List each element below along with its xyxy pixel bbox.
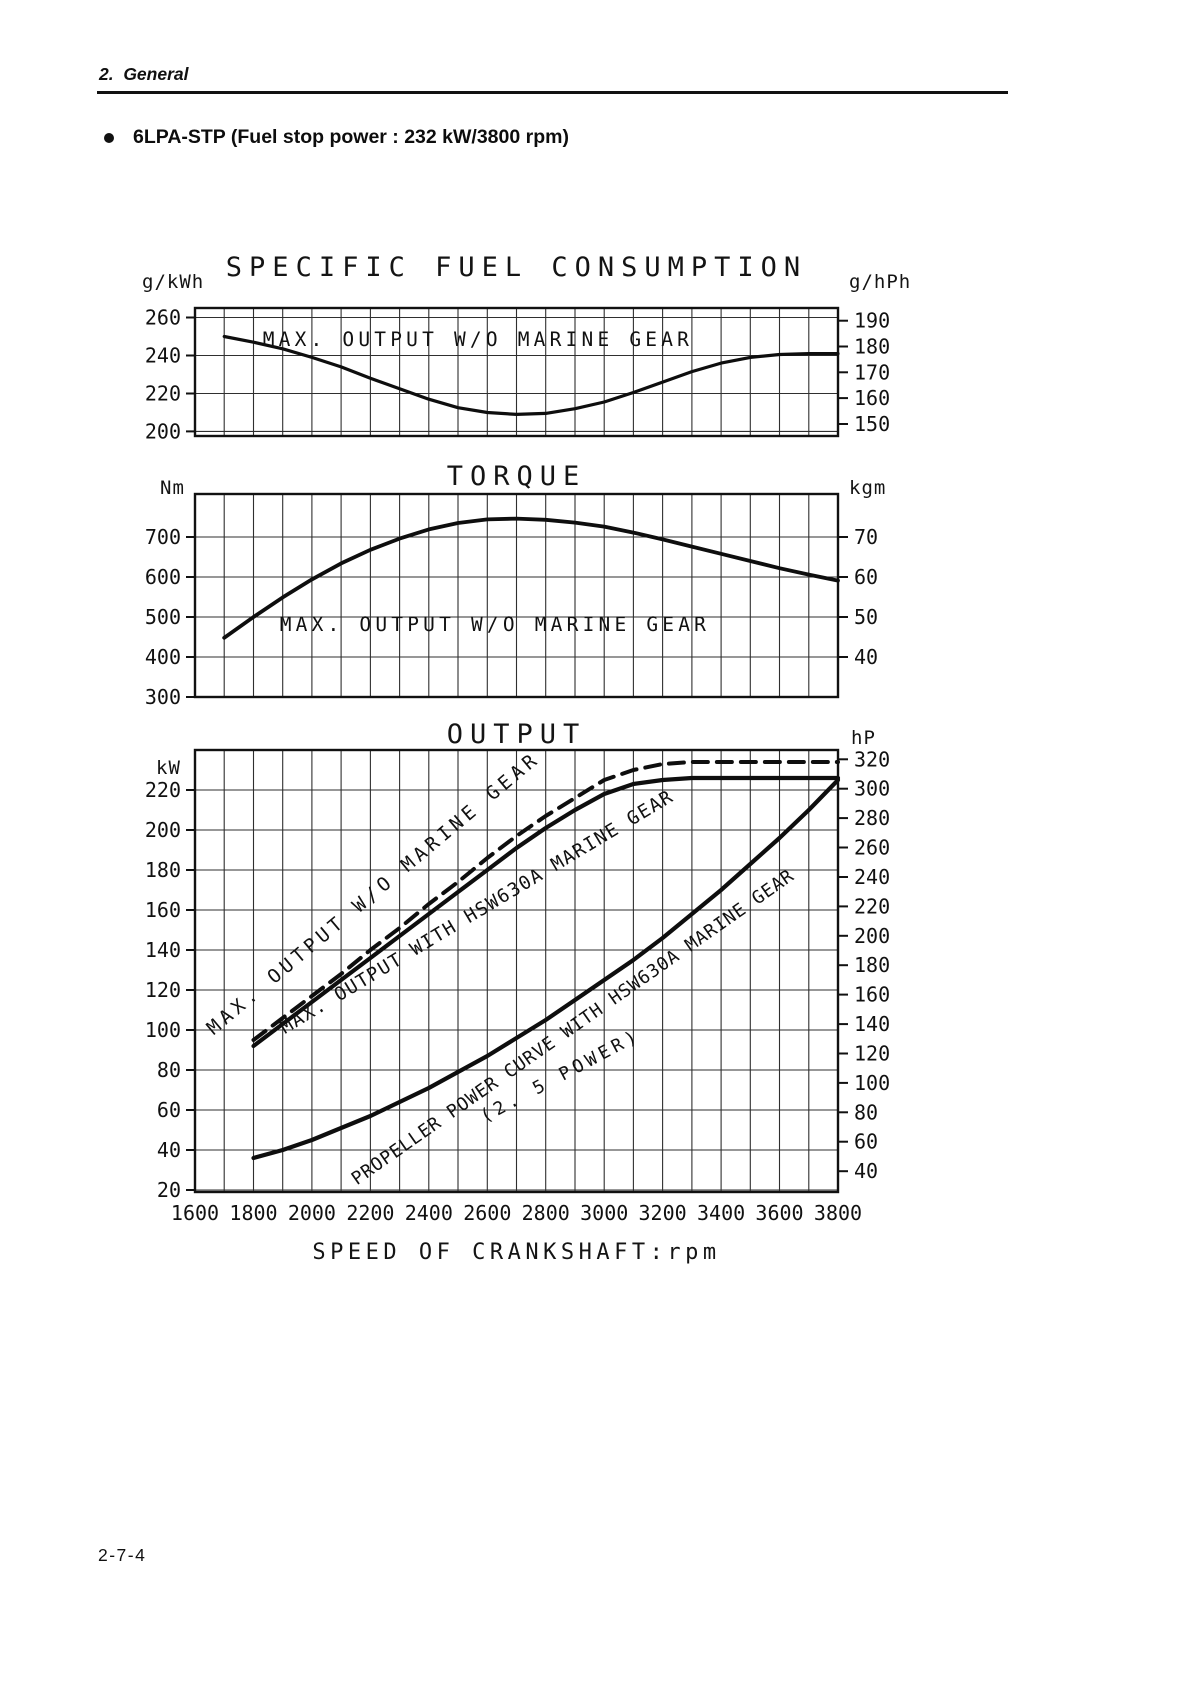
left-tick-label: 100: [145, 1018, 181, 1042]
output-right-axis-unit: hP: [851, 727, 876, 749]
right-tick-label: 300: [854, 777, 890, 801]
right-tick-label: 200: [854, 924, 890, 948]
left-tick-label: 500: [145, 605, 181, 629]
plot-border: [193, 492, 840, 699]
right-tick-label: 60: [854, 1130, 878, 1154]
left-tick-label: 20: [157, 1178, 181, 1202]
left-tick-label: 260: [145, 306, 181, 330]
series-propeller-power-curve-with-hsw630a-marine-gear-2-5-power-: [251, 777, 841, 1161]
torque-left-axis-unit: Nm: [160, 477, 185, 499]
x-tick-label: 3600: [755, 1201, 803, 1225]
x-tick-label: 2400: [405, 1201, 453, 1225]
section-header: 2. General: [99, 64, 189, 84]
engine-model-heading: 6LPA-STP (Fuel stop power : 232 kW/3800 …: [133, 126, 569, 148]
series-max-output-w-o-marine-gear: [222, 334, 840, 416]
torque-right-axis-unit: kgm: [849, 477, 887, 499]
chart-title-torque: TORQUE: [446, 461, 587, 492]
left-tick-label: 80: [157, 1058, 181, 1082]
right-tick-label: 80: [854, 1100, 878, 1124]
chart-torque: 700 600 500 400 300 70 60 50 40 MAX. OUTPUT W/O M…: [145, 492, 878, 709]
x-tick-label: 3800: [814, 1201, 862, 1225]
chart-output: 220 200 180 160 140 120 100 80 60 40 20 320 300 280 26…: [145, 747, 890, 1225]
x-tick-label: 2200: [346, 1201, 394, 1225]
plot-border: [193, 748, 840, 1194]
right-tick-label: 320: [854, 747, 890, 771]
right-tick-label: 70: [854, 525, 878, 549]
right-tick-label: 190: [854, 309, 890, 333]
sfc-left-axis-unit: g/kWh: [142, 271, 205, 293]
right-tick-label: 280: [854, 806, 890, 830]
output-left-axis-unit: kW: [156, 757, 181, 779]
curve-label: MAX. OUTPUT W/O MARINE GEAR: [263, 328, 693, 351]
chart-title-output: OUTPUT: [446, 719, 587, 750]
x-axis-label: SPEED OF CRANKSHAFT:rpm: [312, 1240, 721, 1265]
right-tick-label: 40: [854, 645, 878, 669]
right-tick-label: 50: [854, 605, 878, 629]
x-tick-label: 3400: [697, 1201, 745, 1225]
right-tick-label: 220: [854, 894, 890, 918]
left-tick-label: 220: [145, 382, 181, 406]
left-tick-label: 220: [145, 778, 181, 802]
chart-title-specific-fuel-consumption: SPECIFIC FUEL CONSUMPTION: [225, 252, 808, 283]
x-tick-label: 2600: [463, 1201, 511, 1225]
x-tick-label: 3200: [639, 1201, 687, 1225]
left-tick-label: 160: [145, 898, 181, 922]
right-tick-label: 160: [854, 983, 890, 1007]
left-tick-label: 300: [145, 685, 181, 709]
left-tick-label: 40: [157, 1138, 181, 1162]
page-number: 2-7-4: [98, 1545, 147, 1565]
x-tick-label: 1600: [171, 1201, 219, 1225]
right-tick-label: 260: [854, 836, 890, 860]
left-tick-label: 120: [145, 978, 181, 1002]
right-tick-label: 240: [854, 865, 890, 889]
left-tick-label: 600: [145, 565, 181, 589]
left-tick-label: 60: [157, 1098, 181, 1122]
plot-border: [193, 306, 840, 438]
left-tick-label: 400: [145, 645, 181, 669]
right-tick-label: 120: [854, 1042, 890, 1066]
left-tick-label: 200: [145, 419, 181, 443]
series-max-output-w-o-marine-gear: [251, 760, 840, 1042]
left-tick-label: 180: [145, 858, 181, 882]
sfc-right-axis-unit: g/hPh: [849, 271, 912, 293]
x-tick-label: 2800: [522, 1201, 570, 1225]
right-tick-label: 150: [854, 412, 890, 436]
series-max-output-with-hsw630a-marine-gear: [251, 775, 841, 1049]
x-tick-label: 3000: [580, 1201, 628, 1225]
left-tick-label: 700: [145, 525, 181, 549]
left-tick-label: 240: [145, 344, 181, 368]
right-tick-label: 170: [854, 360, 890, 384]
right-tick-label: 100: [854, 1071, 890, 1095]
right-tick-label: 40: [854, 1159, 878, 1183]
series-max-output-w-o-marine-gear: [222, 516, 840, 640]
header-rule: [97, 91, 1008, 94]
right-tick-label: 140: [854, 1012, 890, 1036]
x-tick-label: 1800: [229, 1201, 277, 1225]
curve-label: MAX. OUTPUT W/O MARINE GEAR: [280, 613, 710, 636]
left-tick-label: 140: [145, 938, 181, 962]
right-tick-label: 180: [854, 953, 890, 977]
right-tick-label: 60: [854, 565, 878, 589]
right-tick-label: 180: [854, 335, 890, 359]
bullet-icon: [104, 133, 114, 143]
right-tick-label: 160: [854, 386, 890, 410]
x-tick-label: 2000: [288, 1201, 336, 1225]
left-tick-label: 200: [145, 818, 181, 842]
